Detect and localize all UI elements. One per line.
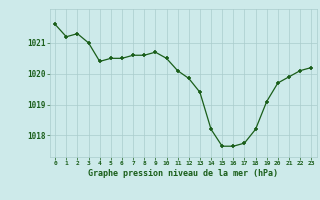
X-axis label: Graphe pression niveau de la mer (hPa): Graphe pression niveau de la mer (hPa): [88, 169, 278, 178]
